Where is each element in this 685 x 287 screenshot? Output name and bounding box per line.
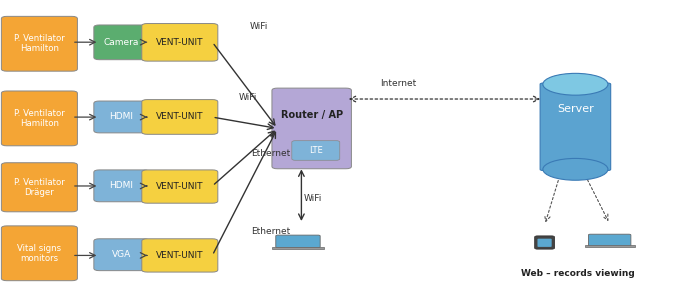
FancyBboxPatch shape: [1, 163, 77, 212]
Text: Internet: Internet: [381, 79, 416, 88]
Text: WiFi: WiFi: [239, 94, 258, 102]
Text: Ethernet: Ethernet: [251, 150, 290, 158]
Bar: [585, 245, 634, 247]
FancyBboxPatch shape: [1, 91, 77, 146]
Text: Camera: Camera: [104, 38, 139, 47]
Text: VENT-UNIT: VENT-UNIT: [156, 251, 203, 260]
Ellipse shape: [543, 158, 608, 180]
Text: VENT-UNIT: VENT-UNIT: [156, 182, 203, 191]
Text: HDMI: HDMI: [110, 181, 134, 190]
FancyBboxPatch shape: [142, 239, 218, 272]
Text: P. Ventilator
Hamilton: P. Ventilator Hamilton: [14, 34, 65, 53]
Ellipse shape: [543, 73, 608, 95]
FancyBboxPatch shape: [94, 101, 149, 133]
Text: WiFi: WiFi: [303, 194, 322, 203]
Text: Web – records viewing: Web – records viewing: [521, 269, 634, 278]
Text: Vital signs
monitors: Vital signs monitors: [17, 244, 62, 263]
Text: P. Ventilator
Hamilton: P. Ventilator Hamilton: [14, 109, 65, 128]
Text: Server: Server: [557, 104, 594, 114]
FancyBboxPatch shape: [276, 235, 320, 248]
FancyBboxPatch shape: [142, 100, 218, 134]
FancyBboxPatch shape: [540, 83, 611, 170]
Text: Ethernet: Ethernet: [251, 227, 290, 236]
Text: Router / AP: Router / AP: [281, 110, 342, 120]
FancyBboxPatch shape: [292, 141, 340, 160]
FancyBboxPatch shape: [538, 239, 551, 247]
Text: VENT-UNIT: VENT-UNIT: [156, 38, 203, 47]
Text: VENT-UNIT: VENT-UNIT: [156, 113, 203, 121]
FancyBboxPatch shape: [1, 226, 77, 281]
FancyBboxPatch shape: [94, 170, 149, 202]
FancyBboxPatch shape: [1, 16, 77, 71]
FancyBboxPatch shape: [94, 25, 149, 60]
FancyBboxPatch shape: [94, 239, 149, 271]
FancyBboxPatch shape: [588, 234, 631, 246]
FancyBboxPatch shape: [535, 236, 554, 249]
Text: HDMI: HDMI: [110, 113, 134, 121]
Text: P. Ventilator
Dräger: P. Ventilator Dräger: [14, 178, 65, 197]
FancyBboxPatch shape: [142, 170, 218, 203]
Text: VGA: VGA: [112, 250, 132, 259]
Text: LTE: LTE: [309, 146, 323, 155]
FancyBboxPatch shape: [272, 88, 351, 169]
Text: WiFi: WiFi: [250, 22, 269, 31]
Bar: [272, 247, 324, 249]
FancyBboxPatch shape: [142, 24, 218, 61]
